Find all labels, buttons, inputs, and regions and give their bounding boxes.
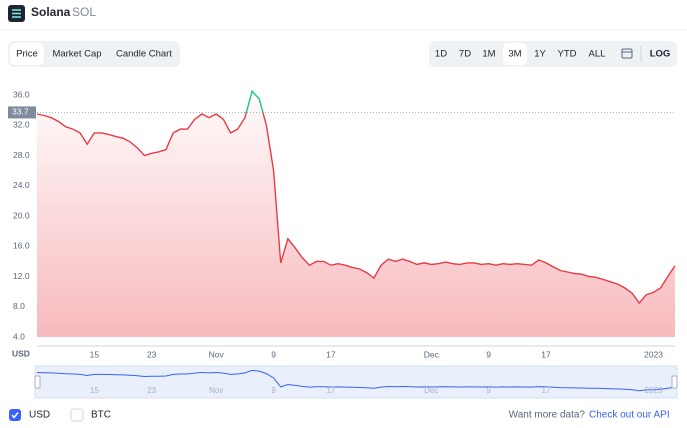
range-button[interactable]: 1Y <box>534 49 546 60</box>
api-link[interactable]: Check out our API <box>589 410 670 421</box>
price-area <box>37 91 675 337</box>
baseline-label: 33.7 <box>12 107 29 117</box>
range-button[interactable]: 3M <box>508 49 521 60</box>
range-button[interactable]: 7D <box>459 49 471 60</box>
y-tick-label: 16.0 <box>13 241 30 251</box>
nav-tick-label: 15 <box>90 386 99 395</box>
x-tick-label: 9 <box>271 349 276 359</box>
logo-mark <box>12 9 21 18</box>
nav-tick-label: 2023 <box>645 386 663 395</box>
log-button[interactable]: LOG <box>650 49 671 60</box>
nav-tick-label: 17 <box>326 386 335 395</box>
y-tick-label: 4.0 <box>13 331 25 341</box>
range-button[interactable]: 1D <box>435 49 447 60</box>
y-tick-label: 24.0 <box>13 180 30 190</box>
range-active <box>503 43 527 65</box>
y-tick-label: 12.0 <box>13 271 30 281</box>
api-prompt: Want more data? <box>509 410 586 421</box>
tab[interactable]: Price <box>16 49 38 60</box>
nav-tick-label: 9 <box>271 386 276 395</box>
y-tick-label: 20.0 <box>13 210 30 220</box>
tab-group <box>8 41 180 67</box>
nav-tick-label: 9 <box>486 386 491 395</box>
currency-option[interactable]: BTC <box>91 410 111 421</box>
x-tick-label: 17 <box>326 349 336 359</box>
range-button[interactable]: 1M <box>482 49 495 60</box>
x-tick-label: Dec <box>424 349 440 359</box>
y-axis-label: USD <box>12 348 30 358</box>
y-tick-label: 8.0 <box>13 301 25 311</box>
range-button[interactable]: ALL <box>589 49 606 60</box>
x-tick-label: Nov <box>209 349 225 359</box>
y-tick-label: 36.0 <box>13 89 30 99</box>
price-line <box>36 89 676 305</box>
y-tick-label: 32.0 <box>13 120 30 130</box>
y-tick-label: 28.0 <box>13 150 30 160</box>
nav-tick-label: 17 <box>542 386 551 395</box>
baseline-tag <box>8 106 36 119</box>
navigator <box>34 365 678 399</box>
nav-tick-label: Nov <box>209 386 223 395</box>
checkbox-btc[interactable] <box>70 408 84 422</box>
nav-handle-left[interactable] <box>34 375 41 389</box>
currency-option[interactable]: USD <box>29 410 50 421</box>
checkbox-usd[interactable] <box>9 409 21 421</box>
x-tick-label: 2023 <box>644 349 663 359</box>
x-tick-label: 9 <box>486 349 491 359</box>
tab[interactable]: Candle Chart <box>116 49 172 60</box>
nav-handle-right[interactable] <box>671 375 678 389</box>
range-button[interactable]: YTD <box>558 49 577 60</box>
tab-active <box>10 43 44 65</box>
coin-symbol: SOL <box>72 5 96 19</box>
nav-tick-label: 23 <box>147 386 156 395</box>
tab[interactable]: Market Cap <box>52 49 101 60</box>
x-tick-label: 15 <box>90 349 100 359</box>
x-tick-label: 17 <box>541 349 551 359</box>
x-tick-label: 23 <box>147 349 157 359</box>
range-group <box>429 41 677 67</box>
check-mark <box>11 412 19 419</box>
navigator-line <box>36 369 676 392</box>
nav-tick-label: Dec <box>424 386 438 395</box>
coin-name: Solana <box>31 5 71 19</box>
calendar-icon[interactable] <box>621 48 633 59</box>
